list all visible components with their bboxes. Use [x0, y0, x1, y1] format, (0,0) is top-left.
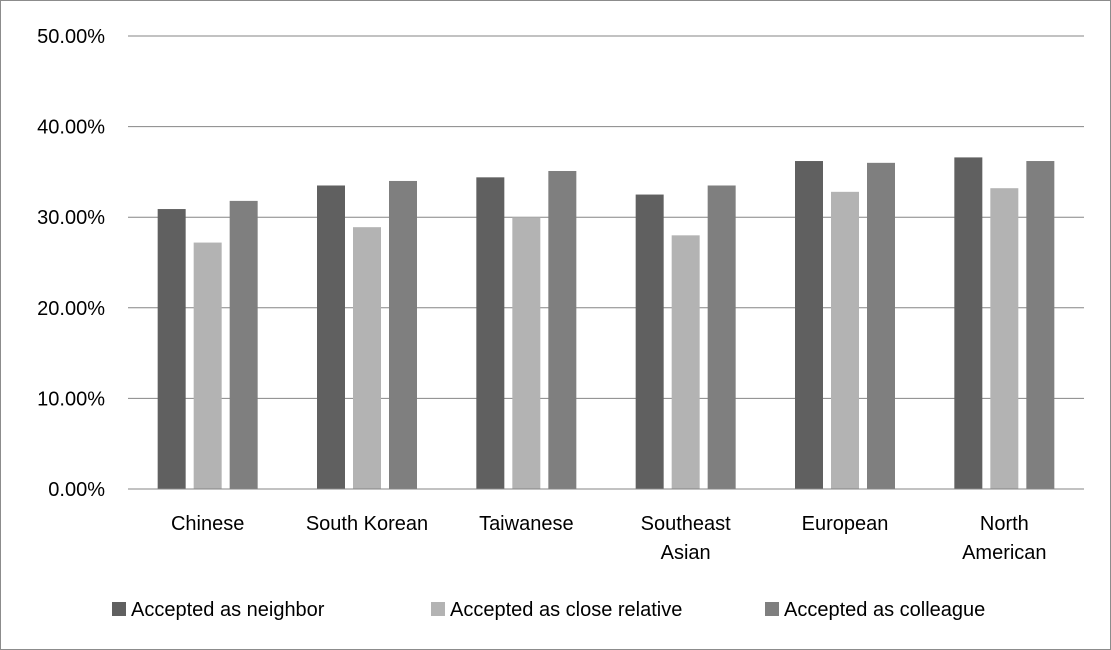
legend-label: Accepted as colleague [784, 599, 985, 621]
legend-swatch [112, 602, 126, 616]
x-tick-label: Chinese [171, 513, 244, 535]
legend-swatch [431, 602, 445, 616]
x-tick-label: Southeast [641, 513, 732, 535]
bar-accepted-as-close-relative [990, 188, 1019, 489]
y-tick-label: 30.00% [37, 207, 105, 229]
x-tick-label: North [980, 513, 1029, 535]
y-tick-label: 40.00% [37, 117, 105, 139]
y-axis-tick-labels: 0.00% 10.00% 20.00% 30.00% 40.00% 50.00% [37, 26, 105, 501]
x-tick-label: European [802, 513, 889, 535]
legend: Accepted as neighbor Accepted as close re… [112, 599, 985, 621]
legend-swatch [765, 602, 779, 616]
bar-accepted-as-neighbor [476, 177, 505, 489]
bar-accepted-as-colleague [229, 200, 258, 489]
bar-accepted-as-neighbor [795, 161, 823, 489]
bar-accepted-as-neighbor [157, 209, 186, 489]
bar-accepted-as-close-relative [353, 227, 381, 489]
y-tick-label: 20.00% [37, 298, 105, 320]
legend-label: Accepted as neighbor [131, 599, 325, 621]
bar-accepted-as-colleague [389, 180, 417, 489]
legend-label: Accepted as close relative [450, 599, 682, 621]
bar-accepted-as-close-relative [831, 191, 859, 489]
bar-accepted-as-neighbor [635, 194, 664, 490]
bars [157, 157, 1055, 490]
x-tick-label: Asian [661, 542, 711, 564]
bar-accepted-as-colleague [1026, 161, 1055, 489]
y-tick-label: 10.00% [37, 388, 105, 410]
bar-accepted-as-close-relative [193, 242, 222, 489]
gridlines [128, 35, 1084, 399]
x-tick-label: Taiwanese [479, 513, 574, 535]
bar-accepted-as-colleague [707, 185, 736, 490]
x-tick-label: South Korean [306, 513, 428, 535]
bar-accepted-as-close-relative [512, 217, 541, 489]
x-tick-label: American [962, 542, 1046, 564]
y-tick-label: 50.00% [37, 26, 105, 48]
x-axis-tick-labels: Chinese South Korean Taiwanese Southeast Asi… [171, 513, 1047, 564]
bar-accepted-as-close-relative [671, 235, 700, 489]
bar-accepted-as-colleague [867, 162, 895, 489]
bar-accepted-as-neighbor [954, 157, 983, 490]
bar-accepted-as-colleague [548, 170, 577, 489]
bar-accepted-as-neighbor [317, 185, 345, 490]
y-tick-label: 0.00% [48, 479, 105, 501]
